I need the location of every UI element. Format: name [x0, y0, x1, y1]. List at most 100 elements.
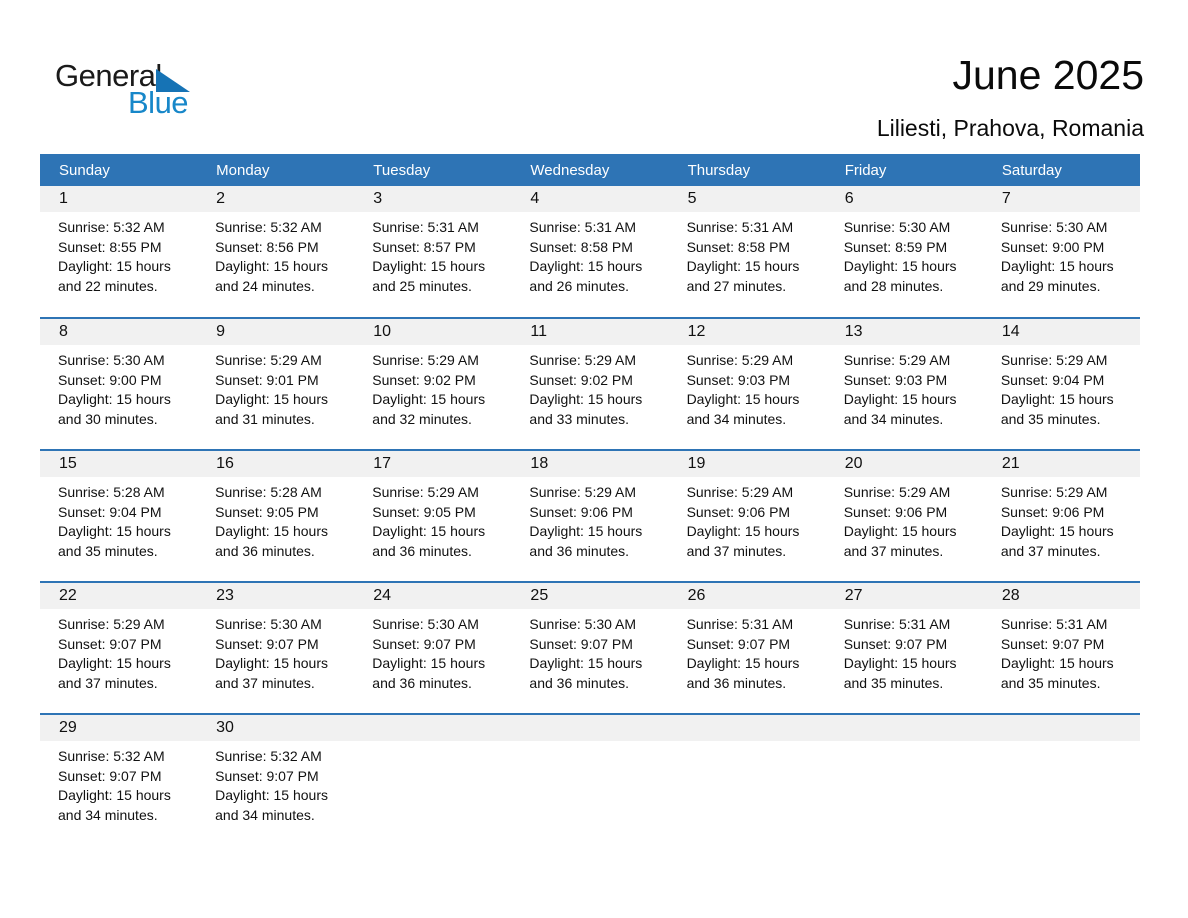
day-number: 14	[1001, 323, 1020, 340]
daylight-text-line2: and 35 minutes.	[58, 542, 158, 559]
weekday-header-thursday: Thursday	[668, 154, 826, 186]
day-cell-29: 29 Sunrise: 5:32 AM Sunset: 9:07 PM Dayligh…	[40, 714, 198, 846]
day-cell-details: Sunrise: 5:31 AM Sunset: 8:58 PM Daylight:…	[511, 212, 668, 296]
day-number-strip: 1	[40, 186, 198, 212]
day-number-strip: 22	[40, 583, 198, 609]
daylight-text-line1: Daylight: 15 hours	[529, 523, 643, 539]
day-cell-25: 25 Sunrise: 5:30 AM Sunset: 9:07 PM Dayligh…	[511, 582, 669, 714]
daylight-text-line1: Daylight: 15 hours	[686, 655, 800, 671]
day-cell-details: Sunrise: 5:29 AM Sunset: 9:01 PM Daylight:…	[197, 345, 354, 429]
daylight-text-line2: and 35 minutes.	[1000, 674, 1101, 691]
day-cell-details: Sunrise: 5:29 AM Sunset: 9:05 PM Daylight:…	[354, 477, 511, 561]
day-cell-details: Sunrise: 5:30 AM Sunset: 9:07 PM Daylight:…	[511, 609, 668, 693]
sunset-text: Sunset: 9:01 PM	[215, 371, 319, 388]
day-cell-30: 30 Sunrise: 5:32 AM Sunset: 9:07 PM Dayligh…	[197, 714, 355, 846]
sunrise-text: Sunrise: 5:30 AM	[843, 219, 951, 235]
daylight-text-line1: Daylight: 15 hours	[686, 523, 800, 539]
sunset-text: Sunset: 9:00 PM	[1000, 238, 1105, 255]
sunrise-text: Sunrise: 5:29 AM	[1000, 484, 1108, 500]
weekday-header-row: Sunday Monday Tuesday Wednesday Thursday Frid…	[40, 154, 1140, 186]
day-number-strip: 3	[354, 186, 512, 212]
weekday-header-wednesday: Wednesday	[511, 154, 669, 186]
sunrise-text: Sunrise: 5:31 AM	[1000, 616, 1108, 632]
sunset-text: Sunset: 8:58 PM	[686, 238, 791, 255]
day-number-strip: 8	[40, 319, 198, 345]
sunset-text: Sunset: 9:07 PM	[58, 767, 162, 784]
calendar-body: 1 Sunrise: 5:32 AM Sunset: 8:55 PM Daylight…	[40, 186, 1140, 846]
day-number-strip: 14	[982, 319, 1140, 345]
day-number: 2	[216, 190, 226, 207]
day-number: 3	[373, 190, 383, 207]
daylight-text-line1: Daylight: 15 hours	[58, 258, 171, 274]
weekday-header-tuesday: Tuesday	[354, 154, 512, 186]
daylight-text-line1: Daylight: 15 hours	[215, 258, 328, 274]
sunrise-text: Sunrise: 5:31 AM	[529, 219, 637, 235]
sunset-text: Sunset: 8:55 PM	[58, 238, 162, 255]
sunrise-text: Sunrise: 5:30 AM	[372, 616, 479, 632]
day-cell-8: 8 Sunrise: 5:30 AM Sunset: 9:00 PM Daylight…	[40, 318, 198, 450]
daylight-text-line2: and 22 minutes.	[58, 277, 158, 294]
sunrise-text: Sunrise: 5:30 AM	[1000, 219, 1108, 235]
week-row-3: 15 Sunrise: 5:28 AM Sunset: 9:04 PM Dayligh…	[40, 450, 1140, 582]
day-number-strip: 10	[354, 319, 512, 345]
day-number: 21	[1001, 455, 1020, 472]
day-number: 11	[530, 323, 548, 340]
daylight-text-line2: and 34 minutes.	[58, 806, 158, 823]
daylight-text-line1: Daylight: 15 hours	[372, 391, 486, 407]
day-cell-details: Sunrise: 5:31 AM Sunset: 9:07 PM Daylight:…	[983, 609, 1140, 693]
sunset-text: Sunset: 9:07 PM	[58, 635, 162, 652]
sunrise-text: Sunrise: 5:29 AM	[529, 484, 637, 500]
sunset-text: Sunset: 8:59 PM	[843, 238, 948, 255]
empty-day-cell	[511, 714, 669, 846]
day-number: 30	[216, 719, 234, 736]
empty-day-cell	[982, 714, 1140, 846]
day-cell-7: 7 Sunrise: 5:30 AM Sunset: 9:00 PM Daylight…	[982, 186, 1140, 318]
day-number-strip	[354, 715, 512, 741]
daylight-text-line1: Daylight: 15 hours	[372, 523, 486, 539]
sunrise-text: Sunrise: 5:29 AM	[843, 352, 951, 368]
weekday-header-saturday: Saturday	[982, 154, 1140, 186]
sunrise-text: Sunrise: 5:31 AM	[372, 219, 479, 235]
week-row-5: 29 Sunrise: 5:32 AM Sunset: 9:07 PM Dayligh…	[40, 714, 1140, 846]
daylight-text-line1: Daylight: 15 hours	[1000, 258, 1114, 274]
day-cell-details: Sunrise: 5:28 AM Sunset: 9:04 PM Daylight:…	[40, 477, 197, 561]
daylight-text-line1: Daylight: 15 hours	[843, 258, 957, 274]
sunrise-text: Sunrise: 5:32 AM	[215, 219, 322, 235]
day-cell-details: Sunrise: 5:30 AM Sunset: 8:59 PM Daylight:…	[826, 212, 983, 296]
daylight-text-line1: Daylight: 15 hours	[215, 787, 328, 803]
day-cell-details: Sunrise: 5:30 AM Sunset: 9:00 PM Daylight:…	[983, 212, 1140, 296]
calendar-table: Sunday Monday Tuesday Wednesday Thursday Frid…	[40, 154, 1140, 846]
sunrise-text: Sunrise: 5:30 AM	[215, 616, 322, 632]
daylight-text-line2: and 28 minutes.	[843, 277, 944, 294]
day-cell-14: 14 Sunrise: 5:29 AM Sunset: 9:04 PM Dayligh…	[982, 318, 1140, 450]
sunrise-text: Sunrise: 5:32 AM	[58, 748, 165, 764]
day-number: 25	[530, 587, 549, 604]
sunset-text: Sunset: 8:58 PM	[529, 238, 633, 255]
day-number: 6	[844, 190, 854, 207]
daylight-text-line1: Daylight: 15 hours	[529, 655, 643, 671]
day-cell-22: 22 Sunrise: 5:29 AM Sunset: 9:07 PM Dayligh…	[40, 582, 198, 714]
day-number: 8	[59, 323, 68, 340]
sunrise-text: Sunrise: 5:30 AM	[58, 352, 165, 368]
day-cell-12: 12 Sunrise: 5:29 AM Sunset: 9:03 PM Dayligh…	[668, 318, 826, 450]
sunrise-text: Sunrise: 5:29 AM	[372, 484, 479, 500]
day-number: 17	[373, 455, 392, 472]
day-number: 20	[844, 455, 863, 472]
sunset-text: Sunset: 9:04 PM	[1000, 371, 1105, 388]
day-number: 27	[844, 587, 863, 604]
daylight-text-line2: and 36 minutes.	[215, 542, 315, 559]
daylight-text-line2: and 37 minutes.	[843, 542, 944, 559]
sunrise-text: Sunrise: 5:28 AM	[215, 484, 322, 500]
day-number: 24	[373, 587, 392, 604]
sunset-text: Sunset: 9:03 PM	[843, 371, 948, 388]
daylight-text-line1: Daylight: 15 hours	[58, 523, 171, 539]
day-number-strip: 28	[982, 583, 1140, 609]
sunrise-text: Sunrise: 5:29 AM	[843, 484, 951, 500]
day-cell-details: Sunrise: 5:29 AM Sunset: 9:03 PM Daylight:…	[669, 345, 826, 429]
day-number: 9	[216, 323, 226, 340]
day-number-strip	[668, 715, 826, 741]
sunrise-text: Sunrise: 5:31 AM	[686, 219, 794, 235]
sunset-text: Sunset: 9:00 PM	[58, 371, 162, 388]
sunset-text: Sunset: 9:07 PM	[529, 635, 633, 652]
